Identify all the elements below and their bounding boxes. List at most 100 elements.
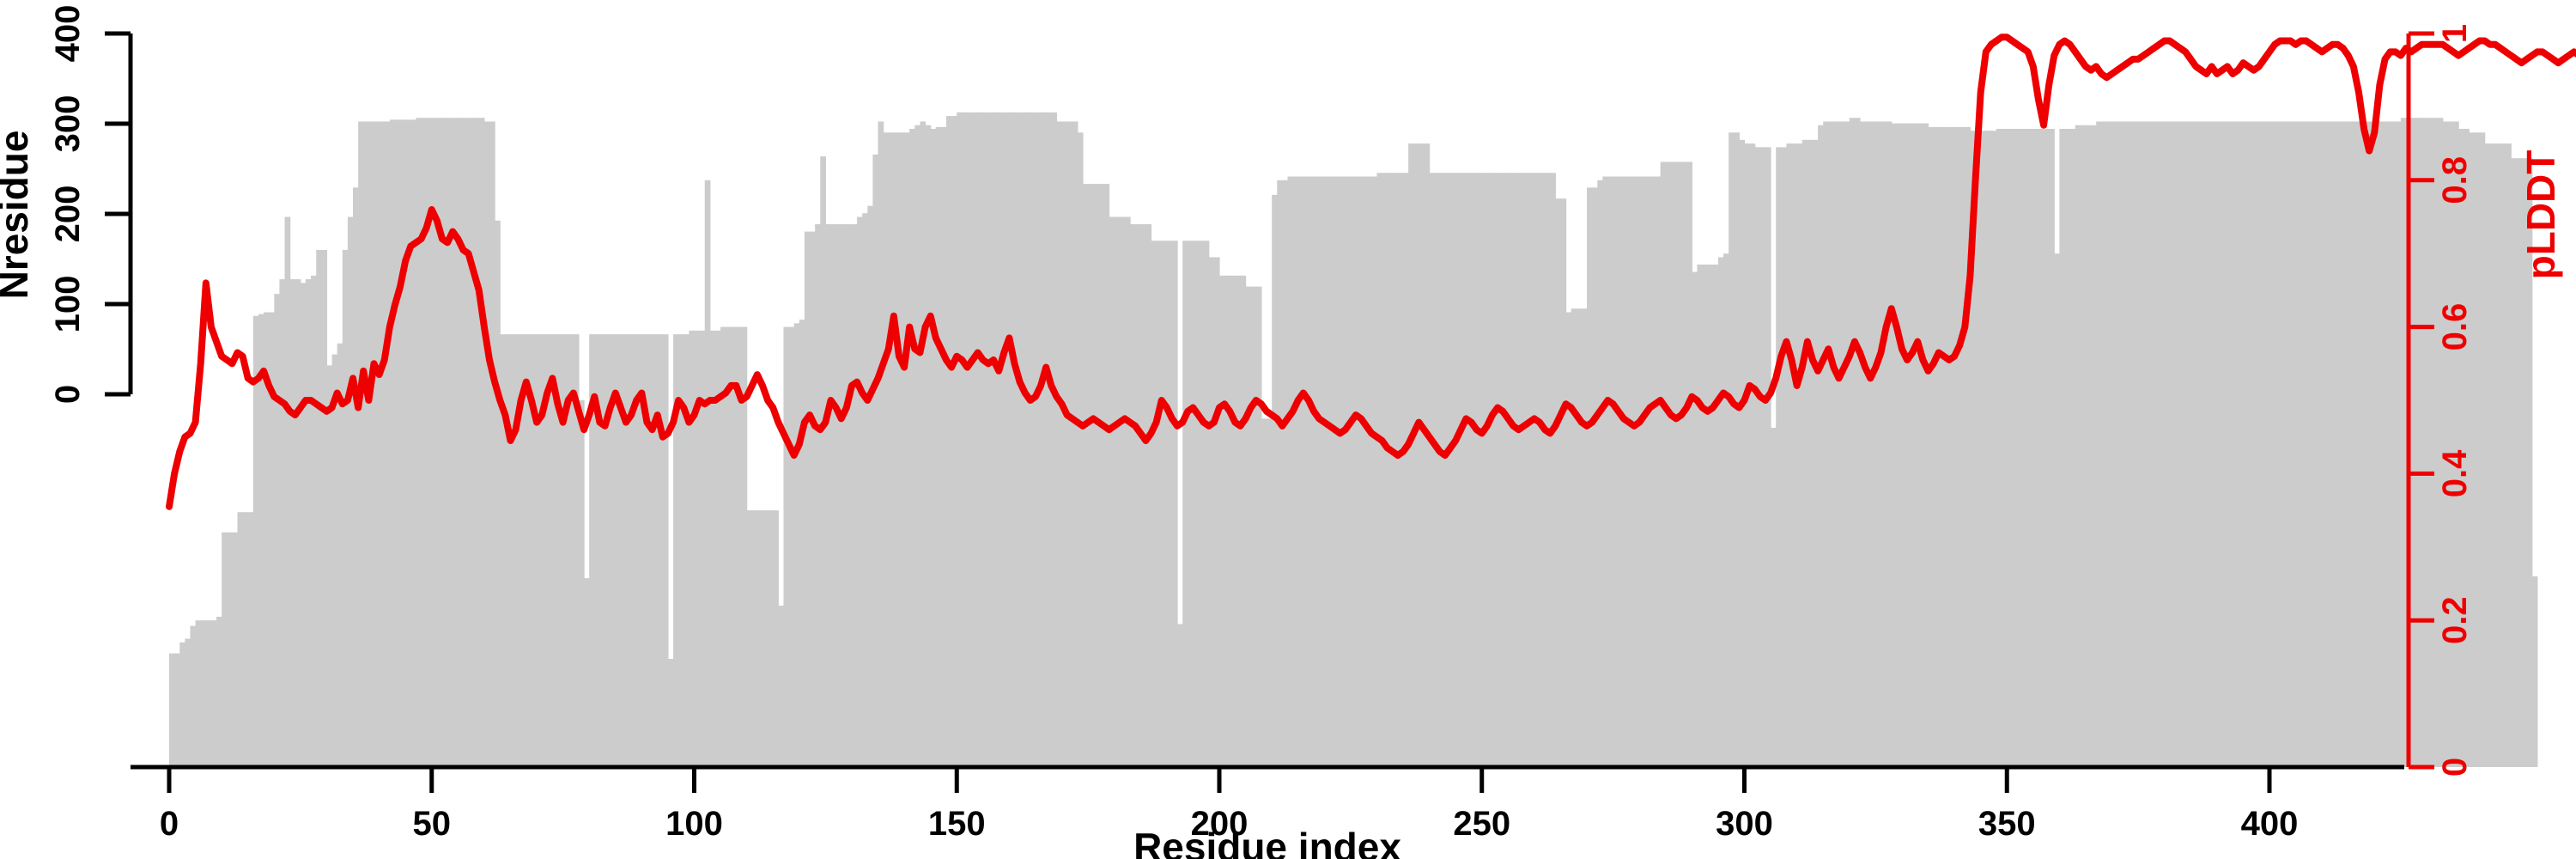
bar — [2300, 121, 2307, 768]
bar — [1035, 112, 1042, 768]
plddt-line-series — [166, 34, 2576, 510]
bar — [2290, 121, 2297, 768]
bar — [1093, 184, 1099, 767]
bar — [1948, 126, 1955, 767]
bar — [1024, 112, 1031, 768]
bar — [830, 224, 837, 767]
bar — [1801, 139, 1808, 767]
bar — [2017, 129, 2024, 767]
bar — [699, 330, 706, 767]
bar — [1424, 143, 1431, 768]
bar — [2327, 121, 2333, 768]
bar — [473, 118, 480, 767]
bar — [2427, 118, 2433, 767]
right-tick-label: 0.8 — [2436, 156, 2474, 204]
bar — [1314, 176, 1320, 767]
bar — [305, 279, 312, 768]
bar — [1476, 173, 1483, 767]
bar — [1560, 198, 1567, 767]
bar — [857, 216, 863, 767]
right-axis: 0 0.2 0.4 0.6 0.8 1 — [2406, 24, 2474, 777]
bar — [453, 118, 459, 767]
bar — [904, 132, 910, 768]
bar — [542, 334, 548, 767]
bar — [295, 279, 301, 768]
bar — [2416, 118, 2422, 767]
bar — [2233, 121, 2239, 768]
bar — [2111, 121, 2118, 768]
bar — [2206, 121, 2213, 768]
bar — [2069, 129, 2076, 767]
bar — [1041, 112, 1047, 768]
bar — [1618, 176, 1625, 767]
bar — [1046, 112, 1052, 768]
bar — [368, 121, 375, 768]
bar — [264, 312, 270, 767]
bar — [657, 334, 664, 767]
bar — [1649, 176, 1656, 767]
bottom-axis: 0 50 100 150 200 250 300 350 400 — [131, 765, 2404, 843]
bar — [1004, 112, 1010, 768]
bar — [568, 334, 574, 767]
bar — [1376, 173, 1383, 767]
bar — [1030, 112, 1036, 768]
bar — [252, 315, 259, 767]
bar — [2238, 121, 2245, 768]
bar — [2494, 143, 2501, 768]
bar — [2227, 121, 2233, 768]
bar — [2390, 121, 2397, 768]
bar — [620, 334, 627, 767]
bar — [1791, 143, 1798, 768]
bar — [1692, 271, 1698, 767]
bar — [1744, 143, 1751, 768]
bar — [872, 154, 879, 767]
bar — [2221, 121, 2228, 768]
bar — [237, 512, 244, 767]
nresidue-bar-series — [169, 112, 2538, 768]
bar — [1282, 180, 1289, 768]
bar — [1912, 123, 1918, 767]
bar — [2122, 121, 2129, 768]
bar — [2190, 121, 2196, 768]
bar — [289, 279, 296, 768]
left-tick-label: 0 — [49, 385, 87, 404]
bar — [379, 121, 386, 768]
bar — [562, 334, 569, 767]
bar — [441, 118, 448, 767]
bar — [1466, 173, 1473, 767]
bar — [720, 326, 726, 768]
bar — [2169, 121, 2176, 768]
bar — [458, 118, 465, 767]
bar — [1077, 132, 1084, 768]
bar — [862, 213, 868, 768]
bar — [589, 334, 595, 767]
bar — [2421, 118, 2428, 767]
bar — [2148, 121, 2155, 768]
bar — [2322, 121, 2328, 768]
bar — [447, 118, 453, 767]
bar — [1444, 173, 1451, 767]
bar — [2400, 118, 2407, 767]
bar — [2106, 121, 2113, 768]
bar — [2054, 253, 2060, 767]
bar — [599, 334, 606, 767]
bar — [2059, 129, 2066, 767]
bar — [1818, 125, 1824, 767]
bar — [500, 334, 506, 767]
bar — [405, 119, 411, 768]
bar — [835, 224, 842, 767]
bar — [274, 294, 281, 767]
bar — [1350, 176, 1357, 767]
bar — [1066, 121, 1073, 768]
bar — [1171, 241, 1178, 767]
bar — [1565, 312, 1572, 767]
bar — [1634, 176, 1640, 767]
bar — [1051, 112, 1058, 768]
bar — [631, 334, 637, 767]
bar — [778, 606, 785, 767]
bar — [1498, 173, 1504, 767]
bar — [1597, 180, 1603, 768]
bar — [2269, 121, 2275, 768]
bar — [1728, 132, 1735, 768]
